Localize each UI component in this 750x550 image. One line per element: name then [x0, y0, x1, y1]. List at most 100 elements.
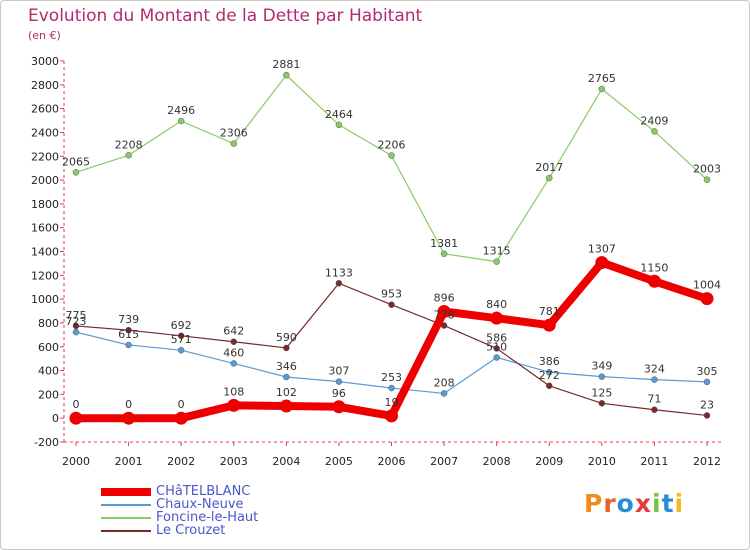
data-label-chaux-neuve: 324: [644, 363, 665, 376]
y-tick-label: 1200: [31, 269, 59, 282]
data-label-le-crouzet: 23: [700, 398, 714, 411]
x-tick-label: 2010: [588, 455, 616, 468]
data-point-chaux-neuve: [440, 390, 448, 397]
y-tick-label: 200: [38, 388, 59, 401]
data-label-chaux-neuve: 307: [328, 365, 349, 378]
data-point-le-crouzet: [546, 382, 553, 390]
data-point-chaux-neuve: [283, 373, 290, 381]
data-point-ch-telblanc: [647, 274, 661, 288]
data-label-le-crouzet: 778: [434, 309, 455, 322]
data-label-foncine-le-haut: 2464: [325, 108, 353, 121]
data-label-le-crouzet: 586: [486, 331, 507, 344]
data-label-ch-telblanc: 840: [486, 298, 507, 311]
data-point-le-crouzet: [493, 345, 500, 352]
legend-label: Chaux-Neuve: [156, 497, 244, 512]
data-point-le-crouzet: [283, 344, 290, 352]
data-point-foncine-le-haut: [703, 176, 711, 183]
x-tick-label: 2000: [62, 455, 90, 468]
legend-item-ch-telblanc: CHâTELBLANC: [101, 485, 258, 498]
data-point-chaux-neuve: [230, 360, 237, 367]
data-point-le-crouzet: [230, 338, 237, 345]
data-label-chaux-neuve: 510: [486, 340, 507, 353]
y-tick-label: 2000: [31, 174, 59, 187]
data-label-foncine-le-haut: 2017: [535, 161, 563, 174]
data-label-chaux-neuve: 349: [591, 360, 612, 373]
data-label-chaux-neuve: 386: [539, 355, 560, 368]
chart-unit: (en €): [28, 29, 61, 42]
data-point-chaux-neuve: [598, 373, 606, 380]
data-label-le-crouzet: 590: [276, 331, 297, 344]
y-tick-label: 800: [38, 317, 59, 330]
chart-legend: CHâTELBLANC Chaux-Neuve Foncine-le-Haut Le …: [101, 485, 258, 537]
legend-swatch: [101, 529, 151, 532]
y-tick-label: 1000: [31, 293, 59, 306]
data-point-chaux-neuve: [651, 376, 658, 383]
y-tick-label: 1600: [31, 222, 59, 235]
y-tick-label: 0: [52, 412, 59, 425]
data-point-foncine-le-haut: [598, 85, 606, 93]
data-point-foncine-le-haut: [283, 71, 290, 79]
data-labels-layer: 723 615 571 460 346 307 253 208 510 386 349 324 305 2…: [62, 58, 721, 411]
data-label-foncine-le-haut: 2881: [272, 58, 300, 71]
data-point-le-crouzet: [651, 406, 658, 413]
x-tick-label: 2011: [640, 455, 668, 468]
data-point-foncine-le-haut: [335, 121, 343, 129]
data-point-foncine-le-haut: [546, 174, 553, 182]
data-label-foncine-le-haut: 2208: [115, 138, 143, 151]
y-tick-label: 1800: [31, 198, 59, 211]
data-point-le-crouzet: [598, 400, 606, 407]
data-label-le-crouzet: 953: [381, 288, 402, 301]
data-point-ch-telblanc: [279, 399, 293, 413]
y-tick-label: 2800: [31, 79, 59, 92]
data-point-ch-telblanc: [122, 411, 136, 425]
legend-item-foncine-le-haut: Foncine-le-Haut: [101, 511, 258, 524]
data-point-chaux-neuve: [177, 346, 185, 354]
y-tick-label: 1400: [31, 246, 59, 259]
data-label-foncine-le-haut: 2206: [378, 139, 406, 152]
data-point-le-crouzet: [335, 280, 343, 287]
data-label-chaux-neuve: 571: [171, 333, 192, 346]
data-point-foncine-le-haut: [177, 117, 185, 125]
data-label-le-crouzet: 692: [171, 319, 192, 332]
data-point-foncine-le-haut: [125, 152, 132, 159]
data-label-ch-telblanc: 896: [434, 292, 455, 305]
data-point-le-crouzet: [703, 412, 711, 419]
data-point-chaux-neuve: [493, 354, 500, 361]
chart-axes: -200020040060080010001200140016001800200…: [31, 55, 724, 468]
data-label-ch-telblanc: 108: [223, 385, 244, 398]
data-label-le-crouzet: 272: [539, 369, 560, 382]
data-point-le-crouzet: [388, 301, 395, 308]
data-point-ch-telblanc: [437, 305, 451, 319]
data-label-ch-telblanc: 1307: [588, 243, 616, 256]
data-label-foncine-le-haut: 1381: [430, 237, 458, 250]
data-point-chaux-neuve: [125, 341, 132, 349]
data-label-chaux-neuve: 253: [381, 371, 402, 384]
data-point-ch-telblanc: [542, 318, 556, 332]
data-point-foncine-le-haut: [651, 128, 658, 135]
y-tick-label: 2600: [31, 103, 59, 116]
data-label-ch-telblanc: 0: [178, 398, 185, 411]
data-point-foncine-le-haut: [72, 169, 80, 176]
data-label-chaux-neuve: 615: [118, 328, 139, 341]
x-tick-label: 2005: [325, 455, 353, 468]
y-tick-label: -200: [34, 436, 59, 449]
data-point-ch-telblanc: [332, 400, 346, 414]
data-point-ch-telblanc: [700, 292, 714, 306]
data-label-chaux-neuve: 346: [276, 360, 297, 373]
legend-item-chaux-neuve: Chaux-Neuve: [101, 498, 258, 511]
data-label-foncine-le-haut: 2306: [220, 127, 248, 140]
data-point-foncine-le-haut: [440, 250, 448, 258]
data-label-ch-telblanc: 0: [125, 398, 132, 411]
x-tick-label: 2002: [167, 455, 195, 468]
x-tick-label: 2008: [483, 455, 511, 468]
legend-swatch: [101, 503, 151, 506]
y-tick-label: 400: [38, 365, 59, 378]
data-label-le-crouzet: 1133: [325, 266, 353, 279]
data-point-chaux-neuve: [546, 368, 553, 376]
data-label-foncine-le-haut: 2065: [62, 155, 90, 168]
legend-swatch: [101, 516, 151, 519]
x-tick-label: 2001: [115, 455, 143, 468]
data-point-le-crouzet: [177, 332, 185, 340]
proxiti-logo: Proxiti: [584, 489, 685, 518]
